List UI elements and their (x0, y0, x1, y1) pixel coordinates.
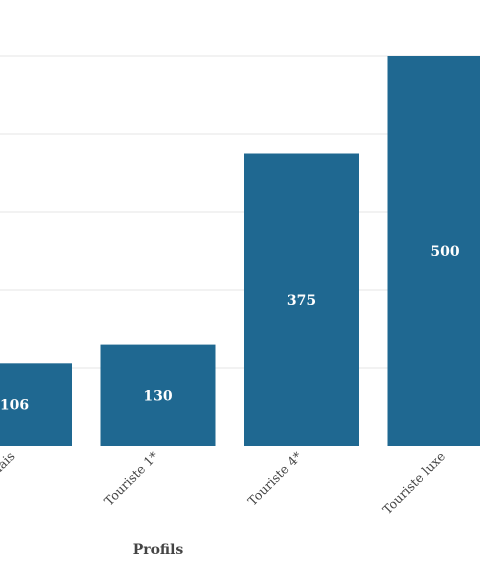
x-tick-labels: …nnais Touriste 1* Touriste 4* Touriste lux… (0, 448, 448, 517)
bar-value-label: 130 (143, 388, 172, 404)
x-tick-label: …nnais (0, 449, 18, 492)
x-tick-label: Touriste 1* (101, 448, 162, 509)
bar-value-labels: 106 130 375 500 (0, 244, 460, 414)
bar (0, 363, 72, 446)
bar (387, 56, 480, 446)
bar (244, 153, 359, 446)
x-axis-title: Profils (133, 542, 184, 558)
x-tick-label: Touriste luxe (379, 449, 448, 518)
bars (0, 56, 480, 446)
bar-value-label: 106 (0, 398, 29, 414)
bar (100, 344, 216, 446)
bar-value-label: 500 (430, 244, 459, 260)
bar-value-label: 375 (287, 293, 316, 309)
x-tick-label: Touriste 4* (245, 448, 306, 509)
